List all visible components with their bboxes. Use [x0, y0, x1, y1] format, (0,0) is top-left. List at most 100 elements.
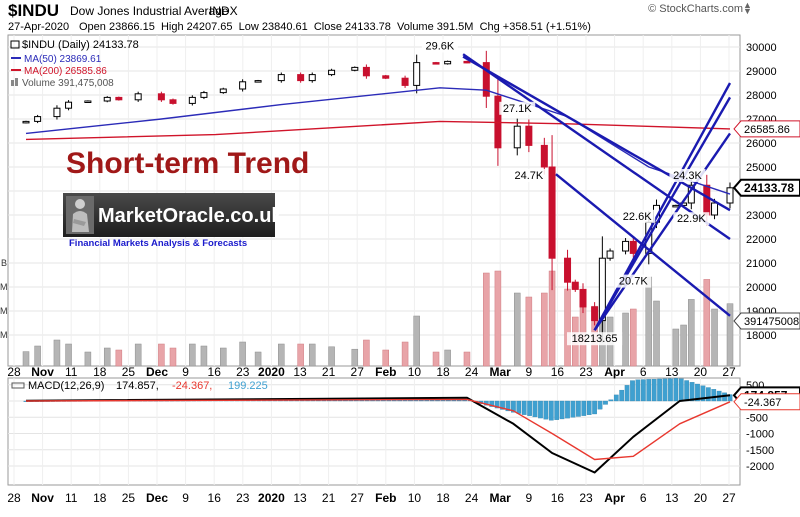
price-tick-label: 18000: [746, 330, 777, 342]
candle-body: [591, 306, 599, 322]
candle-body: [34, 116, 42, 122]
macd-histogram-bar: [337, 400, 343, 402]
macd-histogram-bar: [559, 400, 565, 420]
x-axis-label-lower: 16: [551, 491, 565, 505]
price-annotation: 24.7K: [514, 170, 543, 182]
macd-histogram-bar: [402, 400, 408, 402]
macd-histogram-bar: [592, 400, 597, 415]
side-label: M: [0, 306, 8, 316]
candle-body: [134, 93, 142, 101]
brand-label: © StockCharts.com: [648, 3, 743, 15]
volume-bar: [630, 308, 637, 367]
volume-bar: [254, 351, 262, 367]
x-axis-label: 13: [293, 365, 307, 379]
candle-body: [711, 202, 719, 216]
macd-histogram-bar: [343, 400, 348, 402]
ma200-value-tag-text: 26585.86: [744, 124, 790, 136]
price-annotation: 22.9K: [677, 213, 706, 225]
x-axis-label: 27: [722, 365, 736, 379]
side-label: M: [0, 330, 8, 340]
trend-line: [593, 82, 732, 331]
volume-bar: [189, 343, 196, 367]
macd-histogram-bar: [705, 387, 711, 402]
volume-bar: [158, 343, 165, 367]
price-tick-label: 29000: [746, 66, 777, 78]
macd-legend-value: 174.857,: [116, 380, 159, 392]
histogram-legend-value: 199.225: [228, 380, 268, 392]
annotation-background: [421, 39, 458, 53]
x-axis-label-lower: 25: [122, 491, 136, 505]
volume-side-labels: B M M M: [0, 258, 8, 340]
trend-line: [462, 55, 731, 212]
volume-legend-icon-bar: [15, 78, 18, 86]
x-axis-label: 13: [665, 365, 679, 379]
x-axis-label: 10: [408, 365, 422, 379]
exchange-label: INDX: [209, 4, 238, 18]
volume-bar: [541, 292, 548, 367]
signal-legend-value: -24.367,: [172, 380, 212, 392]
x-axis-label: 21: [322, 365, 336, 379]
volume-bar: [220, 347, 227, 367]
candle-body: [525, 125, 533, 146]
macd-tick-label: -500: [746, 412, 768, 424]
candle-body: [482, 62, 490, 97]
candle-body: [382, 75, 390, 79]
annotation-background: [567, 332, 623, 346]
macd-histogram-bar: [429, 400, 435, 402]
index-full-name: Dow Jones Industrial Average: [70, 4, 229, 18]
x-axis-label: 23: [579, 365, 593, 379]
x-axis-label-lower: 10: [408, 491, 422, 505]
macd-lines: [25, 394, 731, 474]
volume-bar: [703, 279, 711, 367]
macd-histogram-bar: [651, 378, 657, 402]
legend-ma50: MA(50) 23869.61: [24, 54, 102, 65]
x-axis-label-lower: 23: [579, 491, 593, 505]
x-axis-label-lower: 11: [65, 491, 78, 505]
x-axis-label-lower: Feb: [375, 491, 396, 505]
macd-histogram-bar: [462, 399, 467, 402]
x-axis-label-lower: 18: [436, 491, 450, 505]
volume-bar: [401, 341, 409, 367]
x-axis-label: 11: [65, 365, 78, 379]
macd-histogram-bar: [565, 400, 570, 419]
x-axis-label: Apr: [604, 365, 625, 379]
candle-body: [362, 66, 370, 77]
macd-histogram-bar: [684, 380, 690, 402]
candle-body: [65, 101, 73, 109]
candle-body: [726, 187, 734, 204]
macd-histogram-bar: [673, 378, 679, 402]
candle-body: [351, 66, 359, 71]
volume-bar: [413, 315, 420, 367]
macd-histogram-bar: [695, 383, 700, 402]
macd-histogram-bar: [494, 400, 500, 409]
macd-histogram-bar: [440, 399, 446, 402]
volume-legend-icon: [11, 80, 14, 86]
x-axis-label: 23: [236, 365, 250, 379]
x-axis-label: 25: [122, 365, 136, 379]
macd-tick-label: -1500: [746, 445, 774, 457]
x-axis-label: 9: [182, 365, 189, 379]
macd-histogram-bar: [608, 399, 614, 402]
price-tick-label: 25000: [746, 162, 777, 174]
candle-body: [672, 204, 680, 208]
x-axis-label-lower: 21: [322, 491, 336, 505]
x-axis-label: 16: [551, 365, 565, 379]
close-value-tag-box: [732, 178, 800, 197]
quote-line: Open 23866.15 High 24207.65 Low 23840.61…: [79, 21, 591, 33]
x-axis-label: 9: [525, 365, 532, 379]
macd-histogram-bar: [619, 389, 625, 402]
x-axis-label-lower: 24: [465, 491, 479, 505]
macd-histogram-bar: [424, 400, 430, 402]
x-axis-label-lower: Dec: [146, 491, 168, 505]
price-annotation: 20.7K: [619, 276, 648, 288]
volume-bar: [514, 292, 521, 367]
volume-bar: [297, 343, 304, 367]
candle-body: [200, 92, 208, 98]
macd-histogram-bar: [711, 389, 717, 402]
candle-body: [308, 74, 316, 82]
volume-bar: [711, 308, 718, 367]
candle-body: [703, 184, 711, 216]
x-axis-label: 24: [465, 365, 479, 379]
macd-histogram-bar: [397, 400, 403, 402]
volume-bar: [463, 351, 471, 367]
